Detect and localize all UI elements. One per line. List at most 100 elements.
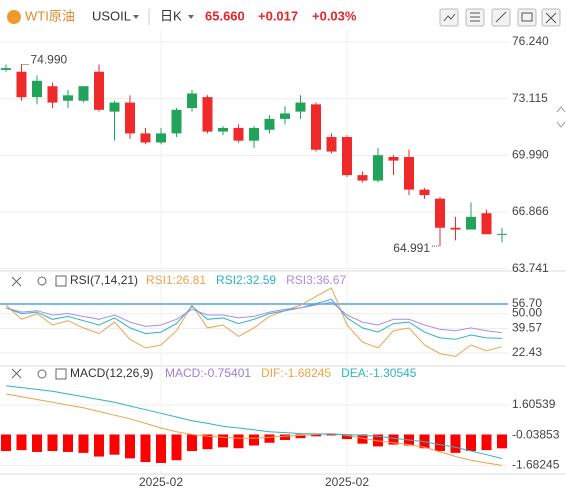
- macd-bar: [497, 434, 507, 449]
- candle-body: [419, 189, 430, 196]
- macd-bar: [171, 434, 182, 461]
- macd-bar: [156, 434, 166, 463]
- macd-bar: [311, 434, 321, 437]
- tool-icon: [521, 12, 533, 22]
- candle-body: [311, 104, 321, 150]
- panel-icon[interactable]: [55, 368, 67, 380]
- price: 65.660: [205, 8, 245, 23]
- candle-body: [94, 71, 104, 110]
- y-tick-label: 76.240: [512, 34, 549, 48]
- macd-bar: [109, 434, 120, 455]
- change: +0.017: [258, 8, 298, 23]
- candle-body: [342, 137, 352, 176]
- candle-body: [125, 102, 135, 134]
- symbol[interactable]: WTI原油: [25, 8, 75, 23]
- macd-bar: [1, 434, 11, 452]
- candle-body: [481, 213, 492, 235]
- tool-icon: [470, 12, 480, 22]
- settings-icon[interactable]: [37, 369, 47, 379]
- macd-bar: [450, 434, 461, 453]
- legend-entry: RSI2:32.59: [216, 273, 276, 287]
- legend-entry: MACD:-0.75401: [165, 366, 251, 380]
- code[interactable]: USOIL: [92, 8, 131, 23]
- macd-bar: [47, 434, 58, 452]
- macd-bar: [94, 434, 104, 457]
- indicator-title: MACD(12,26,9): [70, 366, 153, 380]
- candle-body: [326, 137, 337, 152]
- candle-body: [233, 127, 244, 141]
- candle-body: [156, 133, 166, 143]
- close-icon[interactable]: [11, 276, 22, 287]
- legend-entry: RSI1:26.81: [146, 273, 206, 287]
- candle-body: [47, 86, 58, 103]
- annotation: 74.990: [31, 53, 68, 67]
- candle-body: [1, 68, 11, 70]
- candle-body: [109, 102, 120, 112]
- y-tick-label: 69.990: [512, 148, 549, 162]
- candle-body: [63, 95, 73, 101]
- settings-icon[interactable]: [37, 276, 47, 286]
- x-tick-label: 2025-02: [139, 475, 183, 489]
- candle-body: [32, 80, 42, 98]
- tool-icon: [443, 13, 456, 22]
- macd-bar: [187, 434, 197, 452]
- macd-bar: [202, 434, 213, 450]
- y-tick-label: 1.60539: [512, 397, 556, 411]
- candle-body: [280, 113, 290, 119]
- tool-icon: [495, 11, 507, 23]
- close-icon[interactable]: [11, 368, 22, 379]
- macd-line: [5, 385, 503, 459]
- macd-bar: [326, 434, 337, 436]
- candle-body: [264, 118, 275, 130]
- macd-bar: [249, 434, 259, 446]
- close-icon: [545, 12, 557, 24]
- panel-icon[interactable]: [55, 275, 67, 287]
- macd-bar: [435, 434, 445, 452]
- collapse-icon[interactable]: [556, 121, 566, 128]
- y-tick-label: 50.00: [512, 306, 542, 320]
- dropdown[interactable]: [188, 15, 194, 19]
- candle-body: [218, 127, 228, 132]
- candle-body: [249, 127, 259, 141]
- candle-body: [295, 102, 306, 112]
- macd-bar: [125, 434, 135, 459]
- macd-bar: [32, 434, 42, 452]
- y-tick-label: 63.741: [512, 261, 549, 275]
- y-tick-label: 22.43: [512, 345, 542, 359]
- legend-entry: DIF:-1.68245: [261, 366, 331, 380]
- period[interactable]: 日K: [160, 8, 182, 23]
- candle-body: [187, 93, 197, 109]
- y-tick-label: 66.866: [512, 204, 549, 218]
- macd-bar: [388, 434, 399, 445]
- candle-body: [435, 198, 445, 228]
- candle-body: [450, 227, 461, 230]
- legend-entry: DEA:-1.30545: [341, 366, 417, 380]
- candle-body: [466, 216, 476, 230]
- legend-entry: RSI3:36.67: [286, 273, 346, 287]
- macd-bar: [481, 434, 492, 451]
- macd-bar: [218, 434, 228, 448]
- macd-bar: [280, 434, 290, 440]
- x-tick-label: 2025-02: [325, 475, 369, 489]
- indicator-title: RSI(7,14,21): [70, 273, 138, 287]
- candle-body: [202, 97, 213, 132]
- y-tick-label: -0.03853: [512, 427, 560, 441]
- dropdown[interactable]: [133, 15, 139, 19]
- y-tick-label: -1.68245: [512, 458, 560, 472]
- macd-bar: [342, 434, 352, 440]
- y-tick-label: 39.57: [512, 321, 542, 335]
- collapse-icon[interactable]: [556, 106, 566, 113]
- annotation: 64.991: [393, 241, 430, 255]
- tool-button[interactable]: [517, 8, 537, 27]
- rsi-line: [5, 287, 503, 357]
- macd-bar: [466, 434, 476, 452]
- candle-body: [171, 109, 182, 134]
- macd-bar: [233, 434, 244, 449]
- macd-line: [5, 393, 503, 466]
- candle-body: [373, 155, 383, 181]
- macd-bar: [357, 434, 368, 444]
- macd-bar: [264, 434, 275, 443]
- macd-bar: [295, 434, 306, 439]
